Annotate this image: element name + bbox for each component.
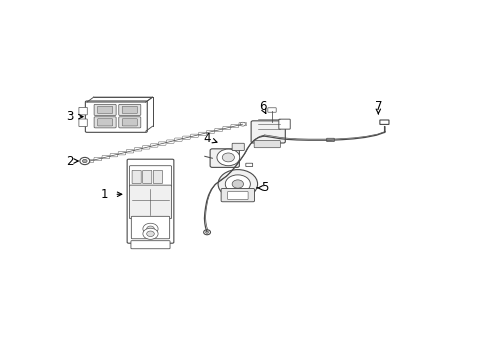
FancyBboxPatch shape <box>221 188 254 202</box>
FancyBboxPatch shape <box>143 170 152 184</box>
Circle shape <box>240 122 245 126</box>
FancyBboxPatch shape <box>254 140 280 148</box>
FancyBboxPatch shape <box>126 150 134 153</box>
Circle shape <box>222 153 234 162</box>
Circle shape <box>232 180 244 188</box>
FancyBboxPatch shape <box>85 101 147 132</box>
Text: 7: 7 <box>374 100 382 113</box>
FancyBboxPatch shape <box>239 122 246 126</box>
FancyBboxPatch shape <box>129 185 172 219</box>
FancyBboxPatch shape <box>268 108 276 112</box>
FancyBboxPatch shape <box>191 134 198 138</box>
FancyBboxPatch shape <box>131 216 170 239</box>
FancyBboxPatch shape <box>279 119 290 129</box>
FancyBboxPatch shape <box>232 143 245 150</box>
FancyBboxPatch shape <box>158 142 166 145</box>
FancyBboxPatch shape <box>227 192 248 199</box>
Text: 4: 4 <box>204 132 211 145</box>
Circle shape <box>147 226 154 231</box>
FancyBboxPatch shape <box>183 136 190 139</box>
Text: 6: 6 <box>259 100 266 113</box>
Text: 5: 5 <box>261 181 268 194</box>
Circle shape <box>225 175 250 193</box>
FancyBboxPatch shape <box>380 120 389 125</box>
FancyBboxPatch shape <box>86 159 94 163</box>
FancyBboxPatch shape <box>131 241 170 249</box>
FancyBboxPatch shape <box>119 104 141 116</box>
FancyBboxPatch shape <box>94 117 116 128</box>
FancyBboxPatch shape <box>94 157 101 161</box>
FancyBboxPatch shape <box>79 107 87 115</box>
FancyBboxPatch shape <box>150 144 158 147</box>
FancyBboxPatch shape <box>129 166 172 187</box>
FancyBboxPatch shape <box>223 126 230 130</box>
FancyBboxPatch shape <box>102 156 110 159</box>
FancyBboxPatch shape <box>127 159 174 243</box>
FancyBboxPatch shape <box>118 152 126 155</box>
FancyBboxPatch shape <box>122 106 137 113</box>
FancyBboxPatch shape <box>210 149 239 167</box>
FancyBboxPatch shape <box>153 170 163 184</box>
FancyBboxPatch shape <box>134 148 142 151</box>
Circle shape <box>143 223 158 234</box>
Circle shape <box>147 231 154 237</box>
Text: 2: 2 <box>66 154 74 167</box>
FancyBboxPatch shape <box>251 121 285 143</box>
FancyBboxPatch shape <box>98 106 113 113</box>
FancyBboxPatch shape <box>94 104 116 116</box>
FancyBboxPatch shape <box>122 119 137 126</box>
Circle shape <box>82 159 87 163</box>
FancyBboxPatch shape <box>142 146 150 149</box>
Circle shape <box>206 231 209 233</box>
FancyBboxPatch shape <box>231 125 239 128</box>
FancyBboxPatch shape <box>98 119 113 126</box>
FancyBboxPatch shape <box>215 128 222 132</box>
FancyBboxPatch shape <box>327 138 334 141</box>
Text: 3: 3 <box>66 110 74 123</box>
Circle shape <box>204 230 211 235</box>
FancyBboxPatch shape <box>207 130 214 134</box>
Circle shape <box>80 157 90 165</box>
FancyBboxPatch shape <box>132 170 141 184</box>
FancyBboxPatch shape <box>79 119 87 126</box>
Circle shape <box>143 228 158 239</box>
FancyBboxPatch shape <box>110 153 118 157</box>
FancyBboxPatch shape <box>167 140 174 143</box>
FancyBboxPatch shape <box>174 138 182 141</box>
Circle shape <box>217 149 240 166</box>
FancyBboxPatch shape <box>246 163 253 167</box>
FancyBboxPatch shape <box>199 132 206 135</box>
Circle shape <box>218 170 258 198</box>
Text: 1: 1 <box>101 188 109 201</box>
FancyBboxPatch shape <box>119 117 141 128</box>
